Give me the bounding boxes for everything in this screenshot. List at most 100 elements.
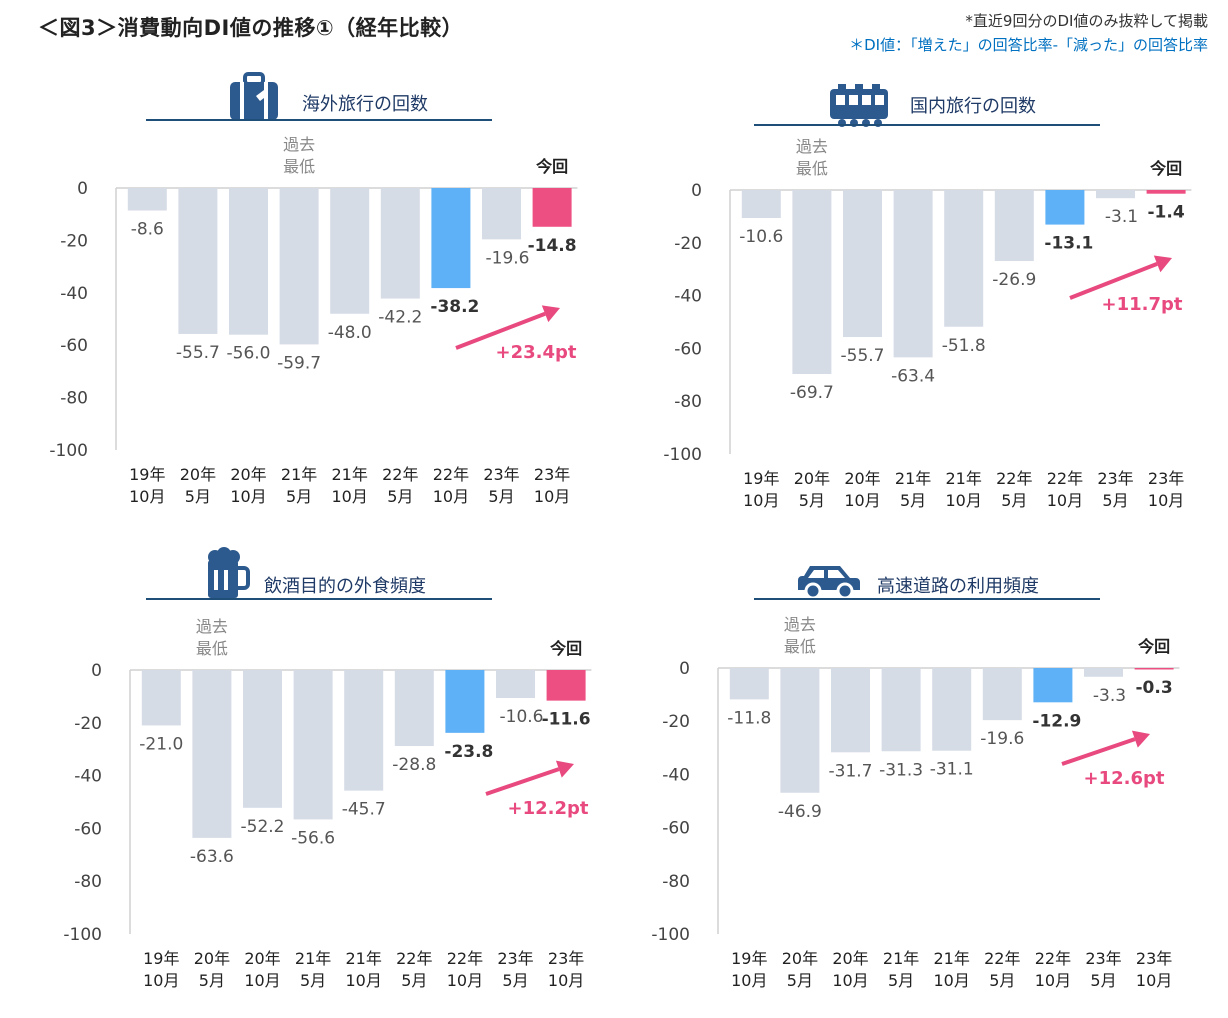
x-tick-label: 10月 (844, 491, 880, 510)
value-label: -11.6 (542, 710, 591, 730)
figure-title: ＜図3＞消費動向DI値の推移①（経年比較） (38, 16, 464, 40)
bar (994, 190, 1034, 262)
x-tick-label: 23年 (1085, 949, 1121, 968)
x-tick-label: 5月 (787, 971, 813, 990)
x-tick-label: 20年 (832, 949, 868, 968)
bar (944, 190, 984, 327)
x-tick-label: 23年 (534, 465, 570, 484)
lowest-annotation: 最低 (784, 637, 816, 656)
x-tick-label: 5月 (1102, 491, 1128, 510)
x-tick-label: 10月 (1047, 491, 1083, 510)
x-tick-label: 21年 (295, 949, 331, 968)
x-tick-label: 22年 (1047, 469, 1083, 488)
x-tick-label: 23年 (1136, 949, 1172, 968)
chart-title: 高速道路の利用頻度 (877, 576, 1039, 597)
value-label: -3.3 (1093, 686, 1126, 706)
change-arrow (485, 767, 560, 796)
x-tick-label: 5月 (286, 487, 312, 506)
value-label: -23.8 (444, 742, 493, 762)
x-tick-label: 22年 (984, 949, 1020, 968)
x-tick-label: 22年 (382, 465, 418, 484)
value-label: -28.8 (392, 755, 436, 775)
y-tick-label: 0 (691, 181, 702, 201)
current-annotation: 今回 (535, 157, 568, 176)
bar (394, 670, 434, 747)
lowest-annotation: 過去 (196, 617, 228, 636)
value-label: -59.7 (277, 353, 321, 373)
y-tick-label: -80 (60, 389, 88, 409)
x-tick-label: 5月 (1001, 491, 1027, 510)
value-label: -45.7 (342, 800, 386, 820)
y-tick-label: -100 (63, 925, 102, 945)
x-tick-label: 10月 (230, 487, 266, 506)
x-tick-label: 20年 (782, 949, 818, 968)
value-label: -21.0 (139, 734, 183, 754)
chart-title: 海外旅行の回数 (302, 94, 428, 115)
value-label: -13.1 (1044, 234, 1093, 254)
x-tick-label: 5月 (502, 971, 528, 990)
value-label: -3.1 (1105, 207, 1138, 227)
x-tick-label: 22年 (433, 465, 469, 484)
current-annotation: 今回 (1149, 159, 1182, 178)
x-tick-label: 21年 (895, 469, 931, 488)
value-label: -46.9 (778, 802, 822, 822)
change-arrow-head (541, 305, 560, 323)
bar (496, 670, 535, 698)
change-label: +12.6pt (1084, 768, 1165, 789)
x-tick-label: 10月 (731, 971, 767, 990)
x-tick-label: 10月 (548, 971, 584, 990)
y-tick-label: 0 (679, 659, 690, 679)
y-tick-label: -100 (49, 441, 88, 461)
change-label: +23.4pt (496, 342, 577, 363)
x-tick-label: 10月 (1136, 971, 1172, 990)
change-arrow-head (555, 760, 574, 778)
chart-panel-domestic-travel: 国内旅行の回数 0 -20 -40 -60 -80 -100 -10.6 19年 10月 -69.… (644, 72, 1204, 542)
x-tick-label: 10月 (433, 487, 469, 506)
value-label: -26.9 (992, 270, 1036, 290)
chart-panel-overseas-travel: 海外旅行の回数 0 -20 -40 -60 -80 -100 -8.6 19年 10月 -55.7… (30, 70, 590, 540)
value-label: -48.0 (328, 323, 372, 343)
x-tick-label: 5月 (799, 491, 825, 510)
bar (192, 670, 232, 838)
y-tick-label: -40 (662, 765, 690, 785)
x-tick-label: 10月 (332, 487, 368, 506)
y-tick-label: -40 (674, 287, 702, 307)
value-label: -12.9 (1032, 711, 1081, 731)
y-tick-label: -80 (662, 872, 690, 892)
value-label: -69.7 (790, 383, 834, 403)
x-tick-label: 22年 (396, 949, 432, 968)
value-label: -31.7 (829, 761, 873, 781)
bar (780, 668, 820, 793)
change-arrow (455, 311, 546, 350)
x-tick-label: 5月 (199, 971, 225, 990)
bar (141, 670, 181, 726)
bar (293, 670, 333, 820)
change-arrow-head (1131, 730, 1150, 748)
bar (881, 668, 921, 752)
chart-title: 飲酒目的の外食頻度 (264, 576, 426, 597)
bar (1033, 668, 1073, 703)
value-label: -55.7 (841, 346, 885, 366)
y-tick-label: -20 (662, 712, 690, 732)
lowest-annotation: 最低 (283, 157, 315, 176)
x-tick-label: 19年 (743, 469, 779, 488)
x-tick-label: 21年 (946, 469, 982, 488)
bar-chart-domestic-travel: 0 -20 -40 -60 -80 -100 -10.6 19年 10月 -69.7 20年 5月 過去… (663, 137, 1192, 510)
bar (229, 188, 268, 335)
x-tick-label: 10月 (346, 971, 382, 990)
change-arrow (1061, 737, 1136, 766)
value-label: -31.3 (879, 760, 923, 780)
change-label: +12.2pt (508, 798, 589, 819)
change-arrow-head (1153, 255, 1172, 273)
value-label: -14.8 (528, 236, 577, 256)
bar (279, 188, 319, 345)
x-tick-label: 10月 (1148, 491, 1184, 510)
x-tick-label: 19年 (143, 949, 179, 968)
x-tick-label: 10月 (129, 487, 165, 506)
bar (380, 188, 420, 299)
title-underline (146, 119, 492, 121)
value-label: -38.2 (430, 297, 479, 317)
x-tick-label: 23年 (483, 465, 519, 484)
title-underline (754, 598, 1100, 600)
x-tick-label: 10月 (143, 971, 179, 990)
